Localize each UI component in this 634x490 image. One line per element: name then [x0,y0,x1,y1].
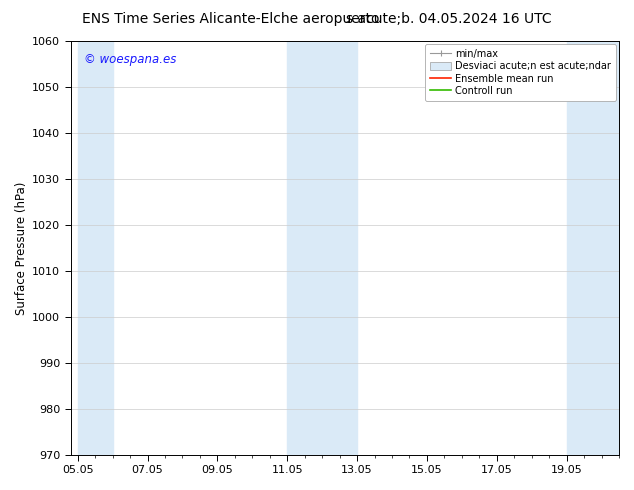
Bar [78,41,113,455]
Legend: min/max, Desviaci acute;n est acute;ndar, Ensemble mean run, Controll run: min/max, Desviaci acute;n est acute;ndar… [425,44,616,101]
Text: ENS Time Series Alicante-Elche aeropuerto: ENS Time Series Alicante-Elche aeropuert… [82,12,380,26]
Bar [287,41,357,455]
Y-axis label: Surface Pressure (hPa): Surface Pressure (hPa) [15,181,28,315]
Text: s acute;b. 04.05.2024 16 UTC: s acute;b. 04.05.2024 16 UTC [346,12,552,26]
Text: © woespana.es: © woespana.es [84,53,177,67]
Bar [567,41,619,455]
